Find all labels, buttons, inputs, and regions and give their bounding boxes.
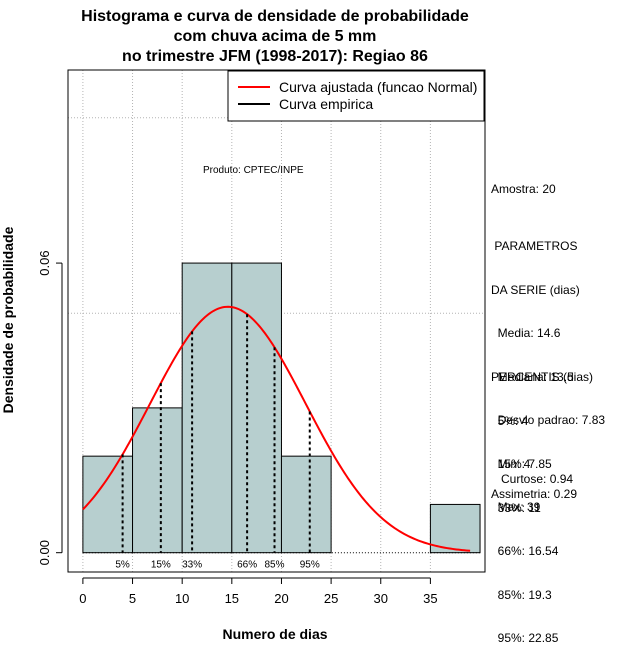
- legend-label: Curva empirica: [279, 96, 373, 112]
- y-tick-label: 0.00: [37, 540, 52, 565]
- y-tick-label: 0.06: [37, 250, 52, 275]
- x-tick-label: 0: [79, 591, 86, 606]
- percentile-label: 95%: [300, 560, 320, 571]
- x-tick-label: 35: [423, 591, 437, 606]
- plot-frame: [67, 69, 486, 573]
- histogram-bar: [132, 407, 183, 554]
- percentile-label: 33%: [182, 560, 202, 571]
- percentile-label: 85%: [265, 560, 285, 571]
- chart-title-line: com chuva acima de 5 mm: [174, 28, 377, 45]
- kurtosis: Curtose: 0.94: [491, 472, 574, 486]
- percentile-line: 66%: 16.54: [491, 544, 559, 558]
- percentile-line: 33%: 11: [491, 500, 541, 515]
- percentile-line: 95%: 22.85: [491, 631, 559, 645]
- chart-title-line: Histograma e curva de densidade de proba…: [81, 8, 469, 25]
- parameters-line: Min: 4: [491, 456, 531, 471]
- x-tick-label: 25: [324, 591, 338, 606]
- parameters-line: Media: 14.6: [491, 326, 561, 340]
- parameters-line: Max: 39: [491, 500, 541, 514]
- sample-size: Amostra: 20: [491, 182, 556, 196]
- histogram-bar: [280, 455, 332, 554]
- x-tick-label: 20: [274, 591, 288, 606]
- series-parameters: PARAMETROS DA SERIE (dias) Media: 14.6 M…: [491, 210, 605, 529]
- parameters-line: DA SERIE (dias): [491, 282, 580, 297]
- histogram-bar: [82, 455, 134, 554]
- percentiles-list: PERCENTIS (dias) 5%: 4 15%: 7.85 33%: 11…: [491, 341, 593, 660]
- skewness: Assimetria: 0.29: [491, 487, 578, 501]
- percentile-line: PERCENTIS (dias): [491, 370, 594, 384]
- x-tick-label: 10: [175, 591, 189, 606]
- parameters-line: PARAMETROS: [491, 239, 578, 253]
- legend-label: Curva ajustada (funcao Normal): [279, 79, 477, 95]
- percentile-line: 15%: 7.85: [491, 457, 552, 471]
- percentile-label: 66%: [237, 560, 257, 571]
- x-tick-label: 15: [225, 591, 239, 606]
- histogram-bar: [181, 262, 233, 554]
- legend-box: [227, 70, 485, 122]
- percentile-label: 15%: [151, 560, 171, 571]
- product-credit: Produto: CPTEC/INPE: [203, 165, 304, 176]
- x-axis-title: Numero de dias: [222, 626, 327, 642]
- x-tick-label: 5: [129, 591, 136, 606]
- histogram-bar: [231, 262, 282, 554]
- percentile-label: 5%: [115, 560, 130, 571]
- percentile-line: 85%: 19.3: [491, 587, 552, 602]
- histogram-bar: [429, 503, 481, 554]
- x-tick-label: 30: [374, 591, 388, 606]
- normal-fit-curve: [82, 305, 471, 552]
- parameters-line: Mediana: 13.5: [491, 369, 574, 384]
- chart-title-line: no trimestre JFM (1998-2017): Regiao 86: [122, 48, 428, 65]
- parameters-line: Desvio padrao: 7.83: [491, 413, 606, 427]
- y-axis-title: Densidade de probabilidade: [0, 226, 16, 413]
- percentile-line: 5%: 4: [491, 413, 529, 428]
